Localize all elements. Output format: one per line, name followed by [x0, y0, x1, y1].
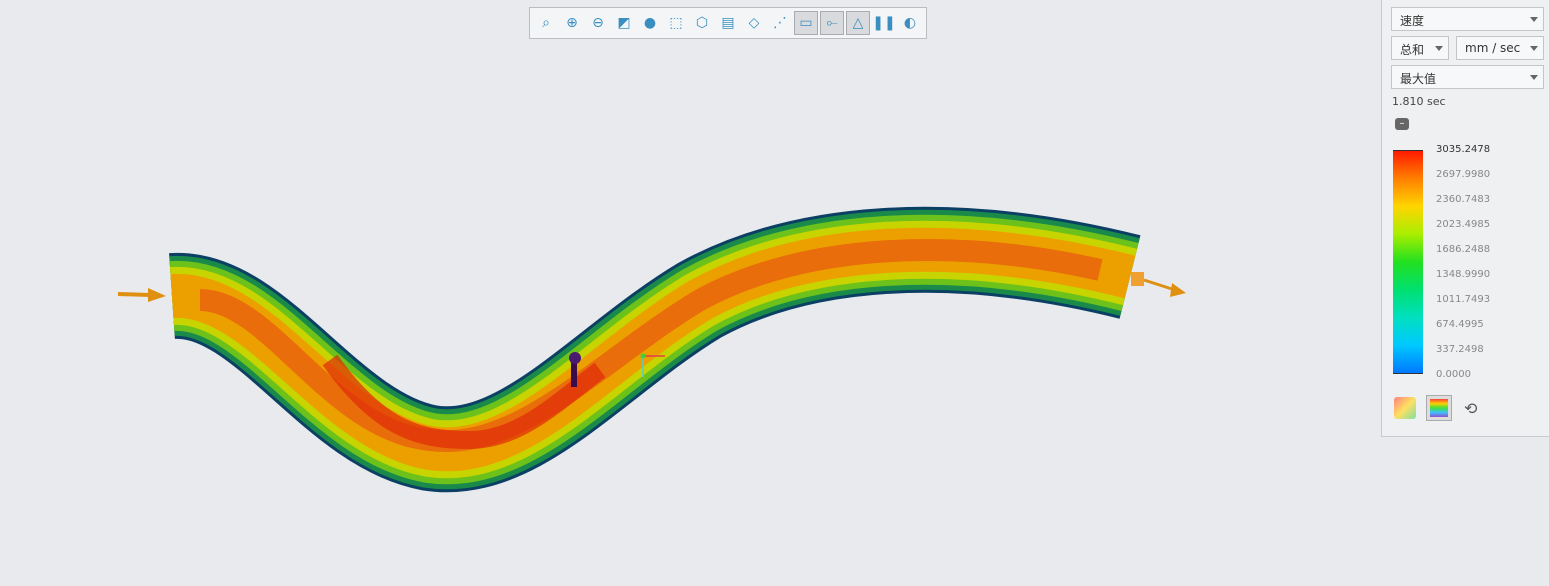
chevron-down-icon — [1435, 46, 1443, 51]
zoom-window-button[interactable]: ◩ — [612, 11, 636, 35]
probe-points-button[interactable]: ⟜ — [820, 11, 844, 35]
zoom-in-icon: ⊕ — [566, 15, 578, 31]
coordinate-triad-icon — [640, 353, 665, 377]
legend-tick-label: 1348.9990 — [1436, 269, 1491, 280]
unit-value: mm / sec — [1465, 41, 1521, 55]
zoom-fit-icon: ⌕ — [542, 15, 550, 31]
zoom-fit-button[interactable]: ⌕ — [534, 11, 558, 35]
time-label: 1.810 sec — [1392, 95, 1446, 108]
legend-tick-label: 2360.7483 — [1436, 194, 1491, 205]
quantity-dropdown[interactable]: 速度 — [1391, 7, 1544, 31]
display-options-icon: ▭ — [799, 15, 813, 31]
unit-dropdown[interactable]: mm / sec — [1456, 36, 1544, 60]
component-value: 总和 — [1400, 43, 1425, 57]
legend-tick-label: 2023.4985 — [1436, 219, 1491, 230]
result-plot-icon: △ — [852, 15, 864, 31]
refresh-icon[interactable]: ⟲ — [1464, 399, 1478, 418]
pause-icon: ❚❚ — [872, 15, 896, 31]
mode-dropdown[interactable]: 最大值 — [1391, 65, 1544, 89]
outlet-arrow-icon — [1131, 272, 1186, 297]
wireframe-box-button[interactable]: ⬚ — [664, 11, 688, 35]
component-dropdown[interactable]: 总和 — [1391, 36, 1449, 60]
chevron-down-icon — [1530, 17, 1538, 22]
transparent-view-icon: ◇ — [748, 15, 760, 31]
inlet-arrow-icon — [117, 288, 166, 302]
legend-color-bar — [1393, 150, 1423, 374]
screenshot-icon: ▤ — [721, 15, 735, 31]
collapse-icon[interactable]: – — [1395, 118, 1409, 130]
results-panel: 速度 总和 mm / sec 最大值 1.810 sec – ⟲ — [1381, 0, 1549, 437]
shading-button[interactable]: ● — [638, 11, 662, 35]
color-legend-icon — [1430, 399, 1448, 417]
legend-tick-label: 674.4995 — [1436, 319, 1484, 330]
zoom-in-button[interactable]: ⊕ — [560, 11, 584, 35]
mode-value: 最大值 — [1400, 72, 1437, 86]
transparent-view-button[interactable]: ◇ — [742, 11, 766, 35]
legend-tick-label: 3035.2478 — [1436, 144, 1491, 155]
legend-colors-icon: ◐ — [903, 15, 917, 31]
coordinate-axes-icon: ⋰ — [773, 15, 787, 31]
view-toolbar: ⌕ ⊕ ⊖ ◩ ● ⬚ ⬡ ▤ ◇ ⋰ ▭ ⟜ △ ❚❚ ◐ — [529, 7, 927, 39]
zoom-out-button[interactable]: ⊖ — [586, 11, 610, 35]
result-plot-button[interactable]: △ — [846, 11, 870, 35]
probe-marker-icon[interactable] — [569, 352, 581, 387]
legend-tick-label: 0.0000 — [1436, 369, 1471, 380]
display-options-button[interactable]: ▭ — [794, 11, 818, 35]
pipe-velocity-plot — [169, 206, 1141, 493]
screenshot-button[interactable]: ▤ — [716, 11, 740, 35]
legend-tick-label: 1686.2488 — [1436, 244, 1491, 255]
quantity-value: 速度 — [1400, 14, 1425, 28]
probe-points-icon: ⟜ — [826, 15, 838, 31]
zoom-window-icon: ◩ — [617, 15, 631, 31]
coordinate-axes-button[interactable]: ⋰ — [768, 11, 792, 35]
legend-tick-label: 337.2498 — [1436, 344, 1484, 355]
view-orientation-icon: ⬡ — [695, 15, 709, 31]
legend-toggle-button[interactable] — [1426, 395, 1452, 421]
view-orientation-button[interactable]: ⬡ — [690, 11, 714, 35]
pause-button[interactable]: ❚❚ — [872, 11, 896, 35]
plot-settings-icon[interactable] — [1394, 397, 1416, 419]
wireframe-box-icon: ⬚ — [669, 15, 683, 31]
legend-tick-label: 2697.9980 — [1436, 169, 1491, 180]
shading-icon: ● — [643, 15, 657, 31]
legend-tick-label: 1011.7493 — [1436, 294, 1491, 305]
chevron-down-icon — [1530, 75, 1538, 80]
chevron-down-icon — [1530, 46, 1538, 51]
legend-colors-button[interactable]: ◐ — [898, 11, 922, 35]
zoom-out-icon: ⊖ — [592, 15, 604, 31]
viewport-3d[interactable] — [0, 0, 1380, 586]
